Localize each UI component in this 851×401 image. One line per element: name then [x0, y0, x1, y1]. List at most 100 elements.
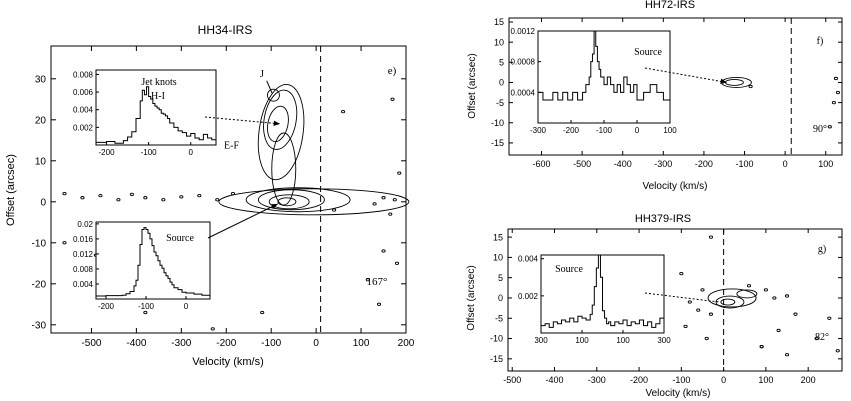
- panel-e-contour-speck: [341, 109, 346, 114]
- panel-g-xtick-label: -300: [588, 375, 606, 385]
- panel-f-inset-inset-ytick-label: 0.0012: [511, 27, 536, 36]
- panel-f-xtick-label: 0: [783, 159, 788, 169]
- panel-g-ylabel: Offset (arcsec): [466, 265, 477, 330]
- panel-e-contour-speck: [98, 193, 103, 198]
- panel-g-inset-inset-xtick-label: 300: [657, 336, 671, 345]
- panel-e-inset-jet-label-2: H-I: [151, 91, 165, 102]
- panel-g-ytick-label: -15: [490, 354, 503, 364]
- panel-f-contour-source: [724, 79, 744, 86]
- panel-e-contour-J: [266, 88, 280, 102]
- panel-e-inset-source-label: Source: [166, 233, 194, 244]
- panel-e-xtick-label: -200: [216, 338, 236, 349]
- panel-g-xtick-label: -100: [672, 375, 690, 385]
- panel-e-contour-speck: [388, 212, 393, 216]
- panel-f-ytick-label: -15: [491, 138, 504, 148]
- panel-f-ytick-label: 10: [494, 37, 504, 47]
- panel-f-inset-inset-xtick-label: 0: [635, 126, 640, 135]
- panel-e-contour-core: [277, 197, 297, 207]
- panel-f-xlabel: Velocity (km/s): [642, 181, 707, 192]
- panel-e-xtick-label: 200: [398, 338, 415, 349]
- panel-g-contour-speck: [793, 312, 798, 316]
- panel-g-contour-speck: [696, 308, 701, 312]
- panel-g-contour-speck: [708, 235, 713, 239]
- panel-e-inset-jet-label: Jet knots: [141, 77, 176, 88]
- panel-g-ytick-label: -5: [495, 313, 503, 323]
- panel-e-inset-source-inset-frame: [95, 221, 211, 300]
- panel-f-frame: [508, 17, 843, 156]
- panel-g-contour-speck: [776, 328, 781, 333]
- panel-g-ytick-label: -10: [490, 334, 503, 344]
- panel-e-contour-speck: [116, 198, 121, 202]
- panel-g-inset-inset-ytick-label: 0.002: [518, 292, 539, 301]
- panel-f-contour-speck: [831, 100, 836, 105]
- panel-e-ytick-label: 20: [35, 115, 47, 126]
- panel-e-arrow-jet-head: [273, 120, 281, 127]
- panel-e-contour-column: [271, 132, 297, 206]
- panel-e-ylabel: Offset (arcsec): [5, 154, 17, 226]
- panel-f-inset-inset-ytick-label: 0.0004: [511, 88, 536, 97]
- panel-g-contour-core: [720, 298, 736, 306]
- panel-e-inset-jet-inset-frame: [95, 69, 217, 146]
- panel-f-inset-inset-spectrum: [538, 30, 671, 108]
- panel-e-ytick-label: 10: [35, 156, 47, 167]
- panel-g-contour-speck: [704, 336, 709, 341]
- panel-e-contour-speck: [230, 191, 236, 196]
- panel-f-xtick-label: -500: [573, 159, 591, 169]
- panel-f-contour-speck: [827, 125, 832, 129]
- panel-e-xtick-label: -400: [126, 338, 146, 349]
- panel-e-ytick-label: 0: [40, 197, 46, 208]
- panel-e-angle-label: 167°: [367, 276, 388, 288]
- panel-e-inset-jet-inset-xtick-label: -100: [141, 148, 158, 157]
- panel-f-xtick-label: -200: [695, 159, 713, 169]
- panel-g-contour-speck: [679, 271, 684, 276]
- panel-f-arrow-source-head: [720, 78, 728, 85]
- panel-f-ytick-label: 0: [499, 78, 504, 88]
- panel-e-contour-speck: [210, 327, 215, 331]
- panel-e-xlabel: Velocity (km/s): [192, 356, 264, 368]
- panel-f-xtick-label: 100: [818, 159, 833, 169]
- panel-f-angle-label: 90°: [813, 124, 827, 135]
- panel-g-xtick-label: -400: [545, 375, 563, 385]
- panel-e-inset-source-inset-xtick-label: 0: [184, 302, 189, 311]
- panel-e-contour-core-4: [245, 187, 351, 213]
- panel-g-contour-core-2: [715, 295, 745, 309]
- panel-f-inset-inset-xtick-label: -300: [530, 126, 547, 135]
- panel-f-ytick-label: -10: [491, 118, 504, 128]
- panel-e-contour-wing: [218, 188, 410, 216]
- panel-f-contour-speck: [748, 84, 753, 89]
- panel-e-inset-jet-inset-xtick-label: 0: [189, 148, 194, 157]
- panel-e-ytick-label: -20: [32, 279, 47, 290]
- panel-e-contour-speck: [381, 196, 386, 200]
- panel-f-contour-speck: [833, 76, 838, 81]
- panel-g-contour-core-3: [707, 288, 757, 308]
- panel-e-contour-speck: [197, 193, 202, 198]
- panel-f-xtick-label: -400: [614, 159, 632, 169]
- panel-e-contour-speck: [143, 310, 148, 315]
- panel-g-contour-speck: [827, 316, 832, 320]
- panel-e-contour-speck: [143, 196, 148, 200]
- panel-g-inset-inset-ytick-label: 0.004: [518, 255, 539, 264]
- panel-e-contour-core-3: [257, 189, 325, 211]
- panel-g-inset-inset-xtick-label: 300: [534, 336, 548, 345]
- panel-e-inset-source-inset-ytick-label: 0.004: [73, 280, 94, 289]
- panel-f-arrow-source: [644, 67, 728, 83]
- panel-e-contour-speck: [376, 302, 382, 306]
- panel-e-contour-speck: [392, 198, 397, 202]
- panel-f-xtick-label: -100: [736, 159, 754, 169]
- panel-g-contour-speck: [763, 288, 768, 292]
- panel-g-xtick-label: -200: [630, 375, 648, 385]
- panel-e-inset-jet-inset-ytick-label: 0.006: [73, 88, 94, 97]
- panel-e-contour-speck: [161, 198, 166, 202]
- panel-e-inset-source-inset-ytick-label: 0.02: [77, 220, 93, 229]
- panel-e-contour-speck: [62, 241, 67, 245]
- panel-f-inset-inset-xtick-label: -200: [563, 126, 580, 135]
- panel-e-xtick-label: -100: [261, 338, 281, 349]
- panel-f-ytick-label: -5: [496, 98, 504, 108]
- panel-g-inset-label: Source: [555, 264, 583, 275]
- panel-e-inset-source-inset-ytick-label: 0.008: [73, 265, 94, 274]
- panel-g-pointer: [644, 292, 720, 303]
- panel-e-J-pointer: [266, 80, 273, 94]
- panel-g-title: HH379-IRS: [635, 213, 691, 225]
- panel-e-arrow-jet: [204, 116, 281, 125]
